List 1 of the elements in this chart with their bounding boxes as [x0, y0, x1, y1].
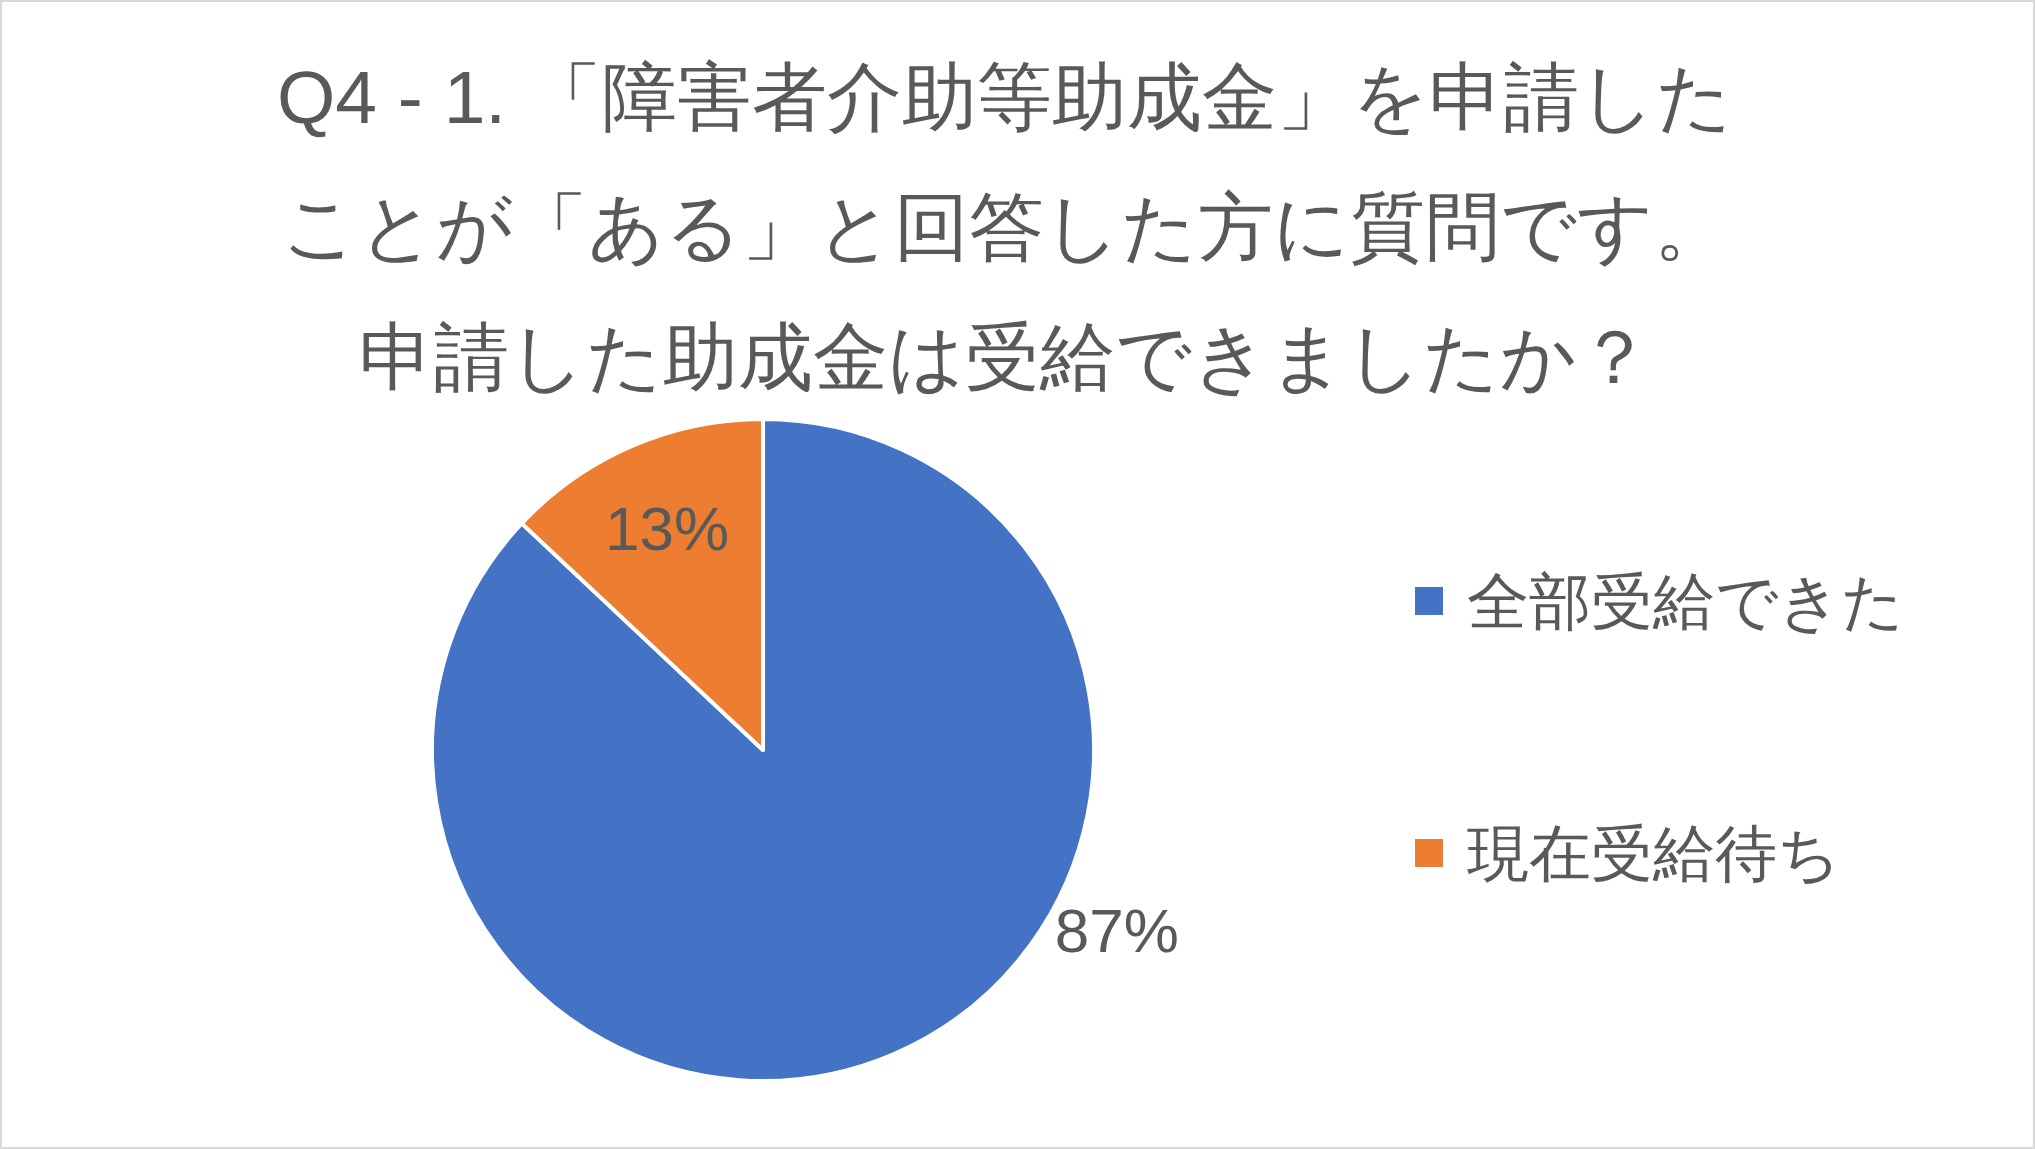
- title: Q4 - 1. 「障害者介助等助成金」を申請したことが「ある」と回答した方に質問です。申請した助成金は受給できましたか？: [276, 55, 1734, 399]
